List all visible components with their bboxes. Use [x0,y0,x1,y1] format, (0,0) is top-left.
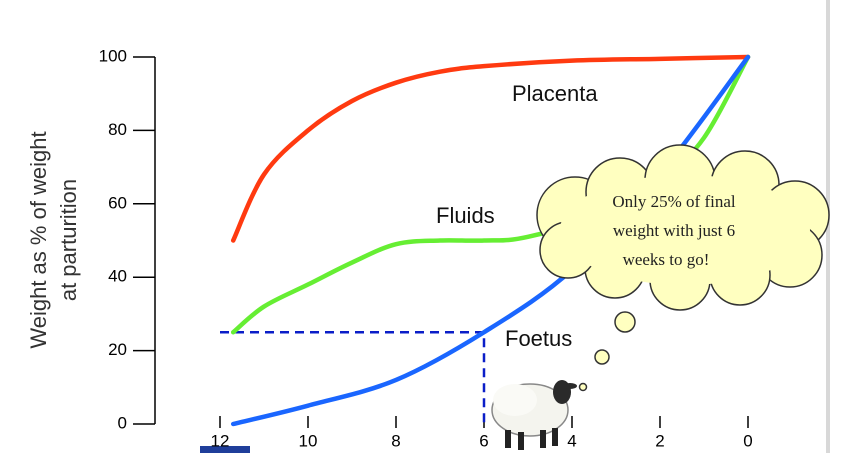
x-tick-label: 4 [567,431,576,450]
y-tick-label: 60 [108,193,127,212]
y-tick-label: 0 [118,413,127,432]
overlay: Only 25% of final weight with just 6 wee… [492,145,829,450]
guide-line [220,332,484,424]
x-tick-label: 0 [743,431,752,450]
x-tick-label: 8 [391,431,400,450]
y-axis-title: at parturition [56,179,81,301]
y-tick-label: 80 [108,120,127,139]
x-tick-label: 6 [479,431,488,450]
series-label: Foetus [505,326,572,351]
series-label: Placenta [512,81,598,106]
callout-line: weight with just 6 [613,221,735,240]
callout-line: weeks to go! [623,250,710,269]
y-axis-title: Weight as % of weight [26,131,51,348]
chart: 020406080100121086420Weight as % of weig… [0,0,841,453]
callout-line: Only 25% of final [612,192,736,211]
y-tick-label: 100 [99,46,127,65]
y-tick-label: 20 [108,340,127,359]
x-tick-label: 10 [299,431,318,450]
x-tick-label: 12 [211,431,230,450]
sheep [492,380,577,450]
series-label: Fluids [436,203,495,228]
page: {"chart_data": {"type": "line", "y_label… [0,0,841,453]
y-tick-label: 40 [108,267,127,286]
x-tick-label: 2 [655,431,664,450]
